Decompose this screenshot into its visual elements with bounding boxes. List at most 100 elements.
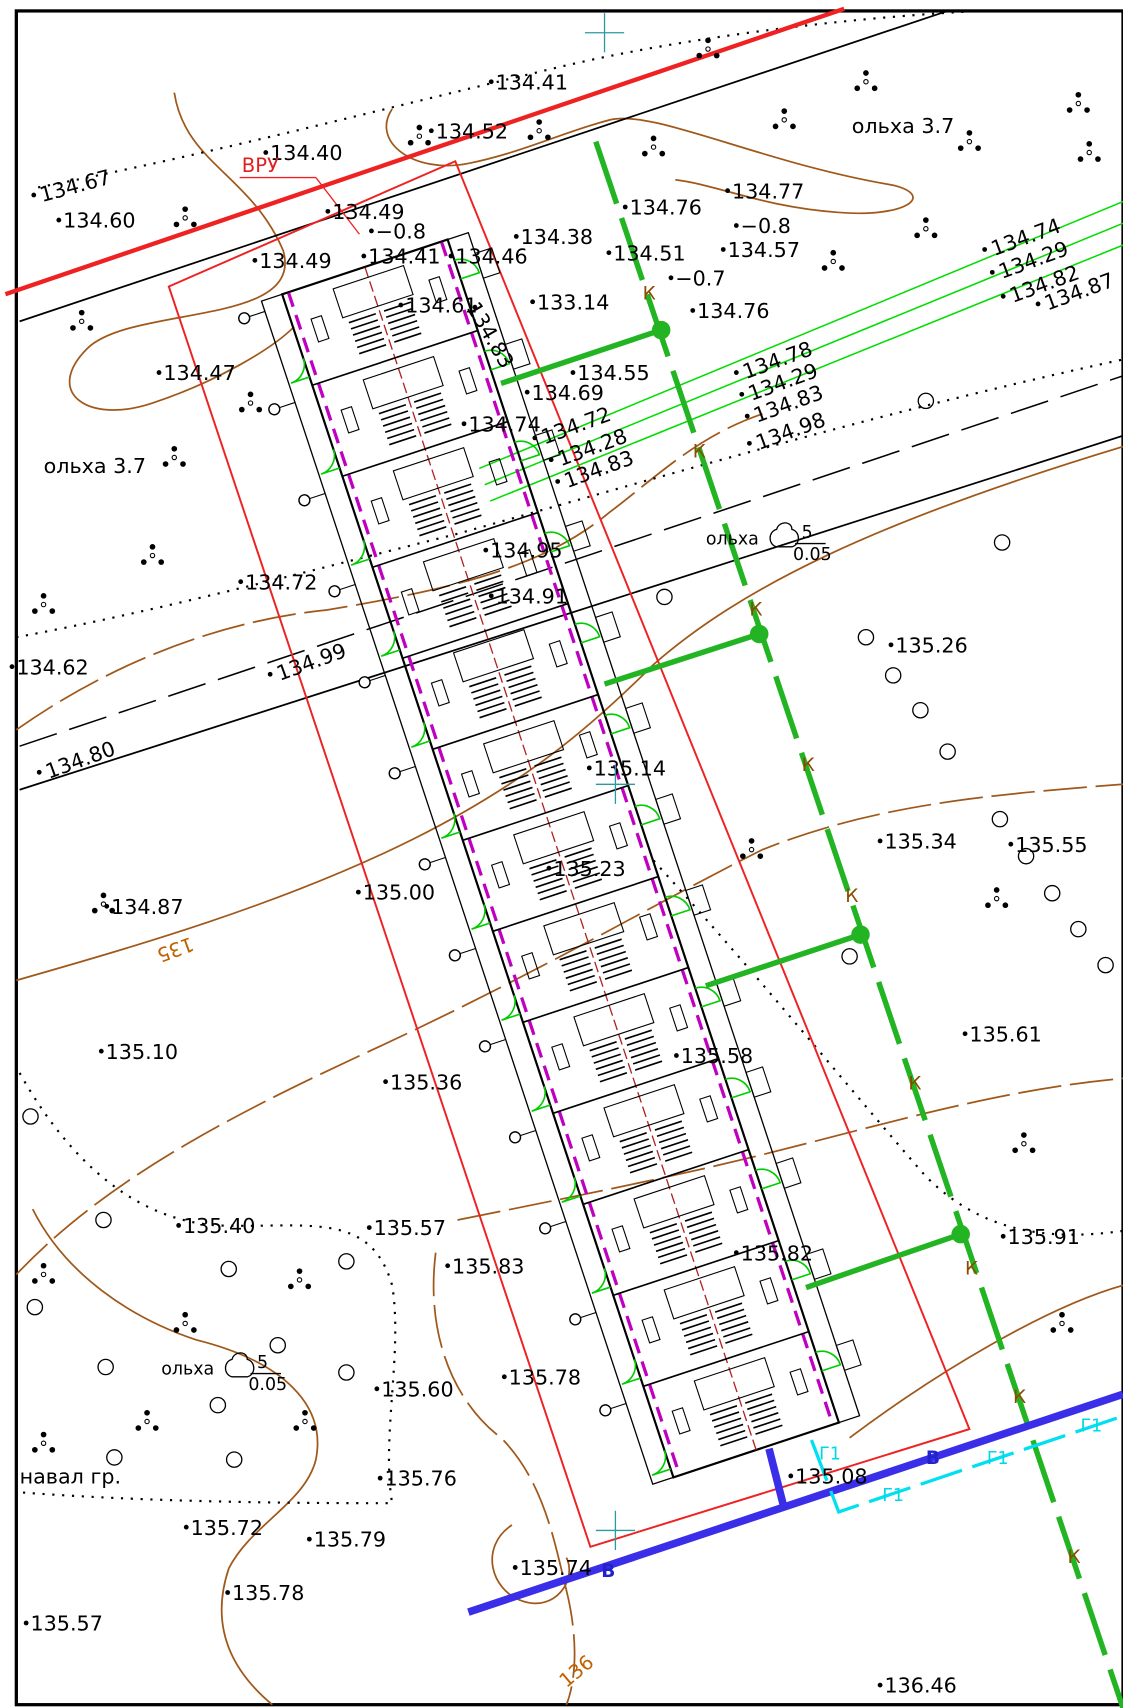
elevation: 135.61 bbox=[969, 1022, 1041, 1046]
door bbox=[290, 358, 310, 384]
shrub bbox=[149, 544, 156, 550]
axis-tick bbox=[550, 1220, 567, 1228]
tree bbox=[912, 701, 929, 719]
elevation: 134.77 bbox=[732, 179, 804, 203]
stair bbox=[632, 1054, 661, 1065]
door bbox=[514, 440, 541, 462]
stair bbox=[688, 1223, 717, 1235]
stair bbox=[751, 1412, 779, 1423]
stair bbox=[378, 404, 407, 415]
stair bbox=[499, 768, 527, 779]
spot-point bbox=[36, 769, 42, 775]
elevation: 134.52 bbox=[436, 119, 508, 143]
elevation: 134.46 bbox=[455, 245, 527, 269]
spot-point bbox=[1000, 1233, 1006, 1239]
spot-point bbox=[306, 1536, 312, 1542]
door bbox=[634, 804, 661, 826]
party-wall bbox=[402, 602, 569, 660]
axis bbox=[364, 266, 757, 1451]
stair bbox=[753, 1418, 781, 1429]
door bbox=[755, 1168, 782, 1190]
shrub bbox=[182, 215, 188, 221]
spot-point bbox=[530, 299, 536, 305]
contour bbox=[385, 108, 914, 215]
spot-point bbox=[472, 304, 478, 310]
elevation: 135.00 bbox=[363, 881, 435, 905]
stair bbox=[718, 1429, 746, 1441]
elevation: 134.51 bbox=[613, 241, 685, 265]
shrub bbox=[296, 1277, 303, 1283]
elevation: 135.74 bbox=[520, 1556, 592, 1580]
wall-dash bbox=[286, 291, 682, 1476]
stair bbox=[659, 1254, 688, 1265]
shrub bbox=[1029, 1147, 1036, 1154]
gas-label: Г1 bbox=[987, 1449, 1009, 1469]
stair bbox=[535, 877, 563, 889]
tree bbox=[1017, 847, 1035, 865]
sewer-branch bbox=[500, 327, 663, 387]
shrub bbox=[536, 119, 543, 125]
dotted-line bbox=[18, 1072, 397, 1505]
shrub bbox=[302, 1418, 308, 1425]
stair bbox=[570, 866, 598, 877]
stair bbox=[348, 312, 377, 324]
gas-label: Г1 bbox=[882, 1486, 904, 1506]
stair bbox=[474, 574, 502, 585]
elevation: 135.78 bbox=[232, 1581, 304, 1605]
sewer-branch bbox=[704, 932, 862, 989]
porch bbox=[474, 247, 501, 279]
spot-point bbox=[720, 247, 726, 252]
shrub bbox=[180, 461, 186, 467]
room bbox=[392, 446, 474, 501]
shrub bbox=[781, 117, 787, 123]
door bbox=[621, 1359, 641, 1385]
room bbox=[362, 355, 444, 410]
tree bbox=[22, 1108, 39, 1125]
shrub bbox=[173, 221, 180, 228]
annotation: ольха 3.7 bbox=[852, 114, 954, 138]
spot-point bbox=[739, 391, 745, 397]
stair bbox=[484, 605, 512, 616]
shrub bbox=[78, 318, 85, 325]
tree bbox=[338, 1364, 355, 1381]
fixture bbox=[638, 913, 659, 941]
shrub bbox=[871, 85, 878, 92]
axis-bubble bbox=[599, 1404, 612, 1417]
elevation: −0.7 bbox=[675, 266, 725, 290]
elevation: 134.62 bbox=[16, 655, 88, 679]
shrub bbox=[135, 1425, 142, 1431]
stair bbox=[358, 344, 387, 355]
spot-point bbox=[383, 1079, 388, 1085]
axis-bubble bbox=[268, 403, 281, 416]
sewer-label: К bbox=[1067, 1547, 1080, 1568]
leader bbox=[315, 177, 360, 235]
stair bbox=[538, 768, 566, 780]
party-wall bbox=[432, 693, 599, 751]
axis-bubble bbox=[328, 585, 341, 598]
stair bbox=[510, 684, 538, 695]
stair bbox=[664, 1151, 693, 1162]
porch bbox=[564, 520, 591, 552]
axis-tick bbox=[369, 674, 386, 682]
shrub bbox=[293, 1425, 300, 1431]
spot-point bbox=[962, 1031, 968, 1037]
shrub bbox=[191, 221, 197, 228]
shrub bbox=[923, 217, 929, 223]
shrub bbox=[173, 1327, 180, 1333]
axis-bubble bbox=[418, 858, 431, 871]
door bbox=[380, 631, 401, 657]
shrub bbox=[830, 249, 837, 256]
door bbox=[484, 349, 511, 371]
tree-diameter: 0.05 bbox=[793, 545, 832, 565]
stair bbox=[594, 938, 622, 949]
sewer-label: К bbox=[908, 1073, 921, 1094]
stair bbox=[450, 501, 478, 513]
stair bbox=[506, 671, 534, 683]
stair bbox=[591, 1047, 619, 1058]
elevation: 134.40 bbox=[270, 141, 342, 165]
shrub bbox=[1077, 156, 1084, 162]
room bbox=[422, 537, 505, 592]
stair bbox=[566, 853, 594, 865]
tree bbox=[991, 810, 1009, 828]
fixture bbox=[608, 822, 629, 850]
